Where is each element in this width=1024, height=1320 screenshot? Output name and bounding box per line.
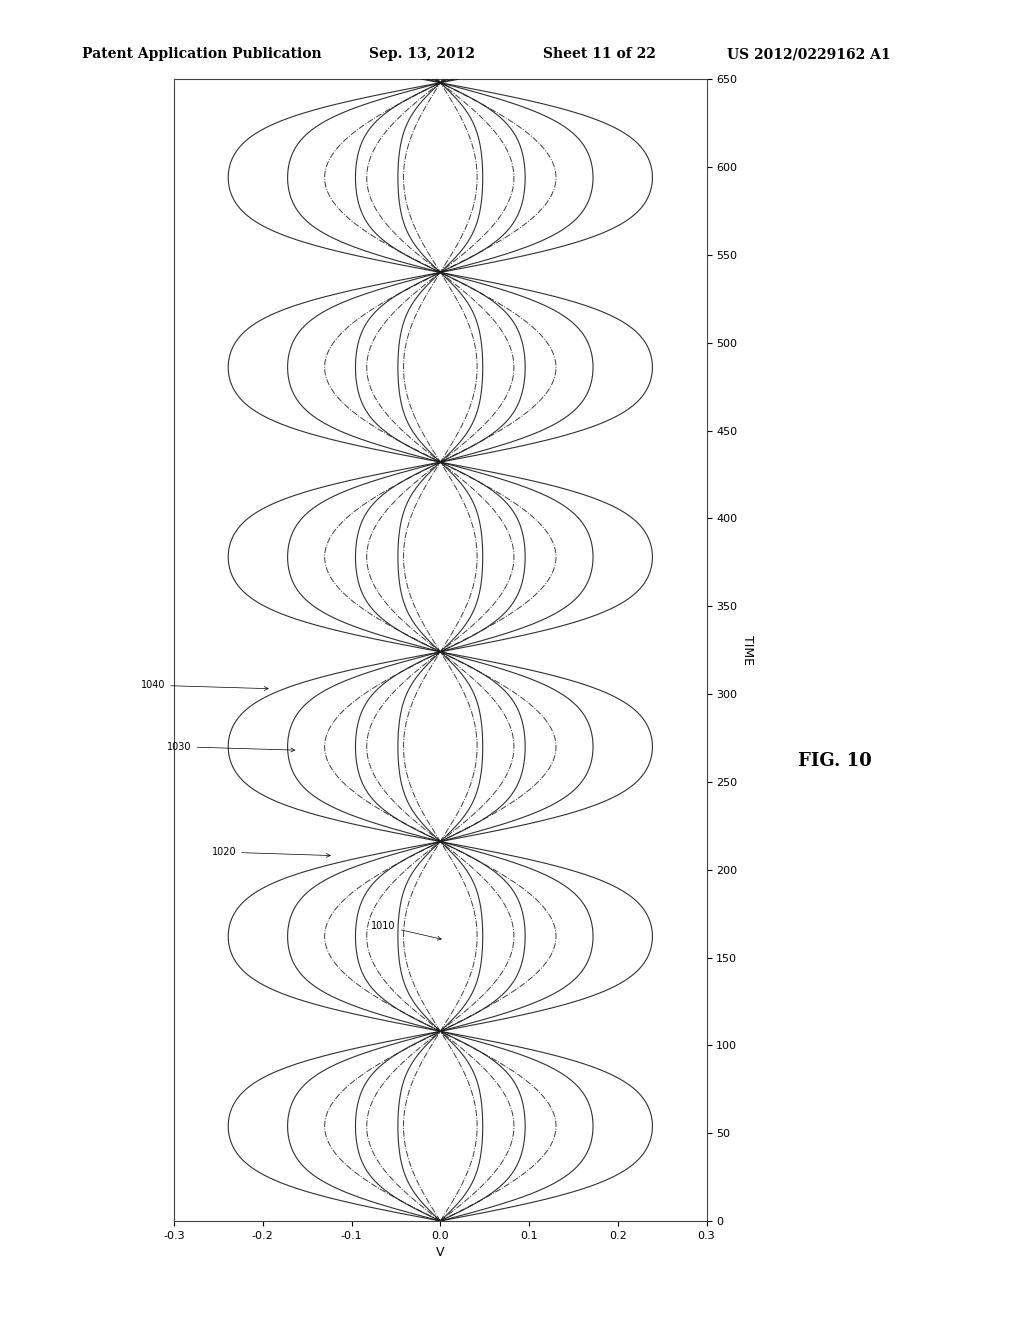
Text: Sheet 11 of 22: Sheet 11 of 22	[543, 48, 655, 61]
Text: 1040: 1040	[140, 680, 268, 690]
Text: 1010: 1010	[372, 921, 441, 940]
Y-axis label: TIME: TIME	[741, 635, 754, 665]
Text: 1030: 1030	[167, 742, 295, 752]
X-axis label: V: V	[436, 1246, 444, 1259]
Text: US 2012/0229162 A1: US 2012/0229162 A1	[727, 48, 891, 61]
Text: Patent Application Publication: Patent Application Publication	[82, 48, 322, 61]
Text: FIG. 10: FIG. 10	[798, 751, 871, 770]
Text: 1020: 1020	[212, 847, 331, 857]
Text: Sep. 13, 2012: Sep. 13, 2012	[369, 48, 475, 61]
